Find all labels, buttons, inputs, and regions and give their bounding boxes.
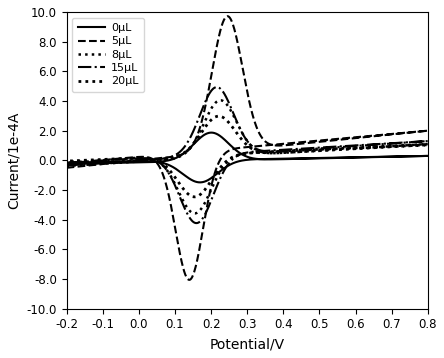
20μL [64,163,69,167]
8μL [396,144,402,148]
15μL [64,160,69,165]
5μL [225,14,230,18]
20μL [84,158,90,162]
8μL [64,160,69,164]
Line: 0μL: 0μL [67,132,428,182]
Line: 20μL: 20μL [67,116,428,197]
X-axis label: Potential/V: Potential/V [210,337,285,351]
0μL [197,180,202,184]
8μL [64,164,69,168]
0μL [217,169,222,174]
5μL [396,131,402,136]
Line: 5μL: 5μL [67,16,428,280]
8μL [192,211,197,216]
Line: 8μL: 8μL [67,100,428,213]
5μL [186,278,192,282]
8μL [217,170,222,174]
5μL [64,166,69,170]
8μL [218,98,223,102]
0μL [396,154,402,159]
15μL [84,159,90,164]
5μL [84,159,90,164]
0μL [84,160,90,164]
8μL [84,159,90,163]
Line: 15μL: 15μL [67,87,428,223]
5μL [64,161,69,165]
20μL [101,160,106,165]
15μL [214,85,219,89]
5μL [84,159,90,164]
20μL [396,144,402,149]
20μL [216,114,222,118]
8μL [416,142,421,147]
8μL [101,161,106,166]
0μL [84,160,90,164]
5μL [101,162,106,166]
20μL [192,195,197,199]
20μL [64,159,69,163]
8μL [84,159,90,163]
20μL [84,158,90,162]
15μL [217,177,222,181]
Legend: 0μL, 5μL, 8μL, 15μL, 20μL: 0μL, 5μL, 8μL, 15μL, 20μL [72,18,144,92]
15μL [396,141,402,145]
15μL [64,163,69,168]
0μL [101,161,106,165]
0μL [209,130,214,135]
5μL [217,158,222,163]
15μL [416,140,421,144]
15μL [101,161,106,165]
0μL [416,154,421,158]
20μL [416,143,421,147]
15μL [194,221,199,225]
15μL [84,159,90,164]
5μL [416,130,421,134]
0μL [64,160,69,165]
Y-axis label: Current/1e-4A: Current/1e-4A [7,112,21,209]
0μL [64,162,69,166]
20μL [217,166,222,170]
